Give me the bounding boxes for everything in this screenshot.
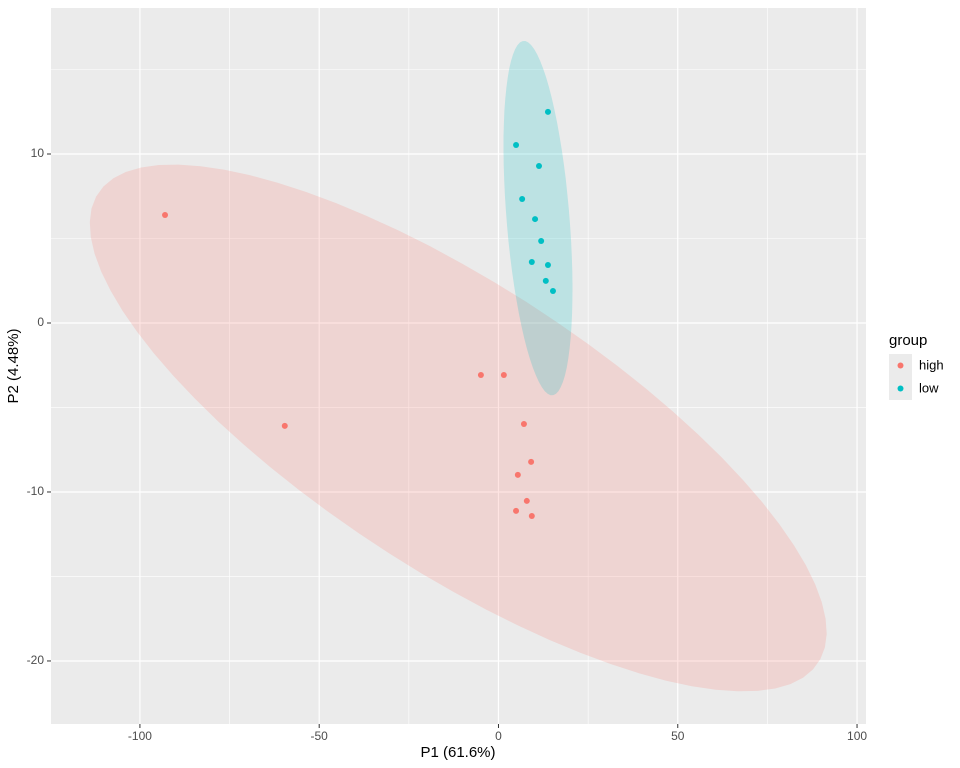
legend: group high low — [889, 332, 944, 400]
x-tick-label: -100 — [128, 729, 152, 743]
panel — [51, 8, 866, 724]
point — [513, 507, 520, 514]
points — [162, 108, 556, 519]
point — [535, 163, 542, 170]
x-tick-label: 50 — [671, 729, 685, 743]
point — [544, 262, 551, 269]
y-tick-label: -20 — [27, 653, 45, 667]
x-tick-label: 0 — [495, 729, 502, 743]
point — [542, 277, 549, 284]
point — [544, 108, 551, 115]
y-tick-label: 0 — [37, 315, 44, 329]
point — [519, 195, 526, 202]
x-tick-label: -50 — [311, 729, 329, 743]
point — [513, 142, 520, 149]
y-tick-label: -10 — [27, 484, 45, 498]
point — [520, 421, 527, 428]
point — [528, 512, 535, 519]
y-tick-label: 10 — [31, 146, 45, 160]
confidence-ellipse — [89, 164, 827, 692]
legend-label: high — [919, 357, 944, 372]
point — [528, 258, 535, 265]
point — [162, 212, 169, 219]
legend-title: group — [889, 332, 927, 349]
point — [514, 471, 521, 478]
point — [523, 497, 530, 504]
point — [477, 372, 484, 379]
point — [538, 238, 545, 245]
point — [549, 288, 556, 295]
confidence-ellipse — [503, 41, 573, 396]
legend-label: low — [919, 380, 939, 395]
grid — [51, 8, 866, 724]
point — [532, 216, 539, 223]
point — [281, 422, 288, 429]
point — [528, 458, 535, 465]
x-tick-label: 100 — [847, 729, 867, 743]
x-axis-title: P1 (61.6%) — [420, 744, 495, 761]
point — [500, 372, 507, 379]
legend-marker — [897, 362, 904, 369]
y-axis-title: P2 (4.48%) — [5, 328, 22, 403]
legend-marker — [897, 385, 904, 392]
ellipses — [89, 41, 827, 692]
